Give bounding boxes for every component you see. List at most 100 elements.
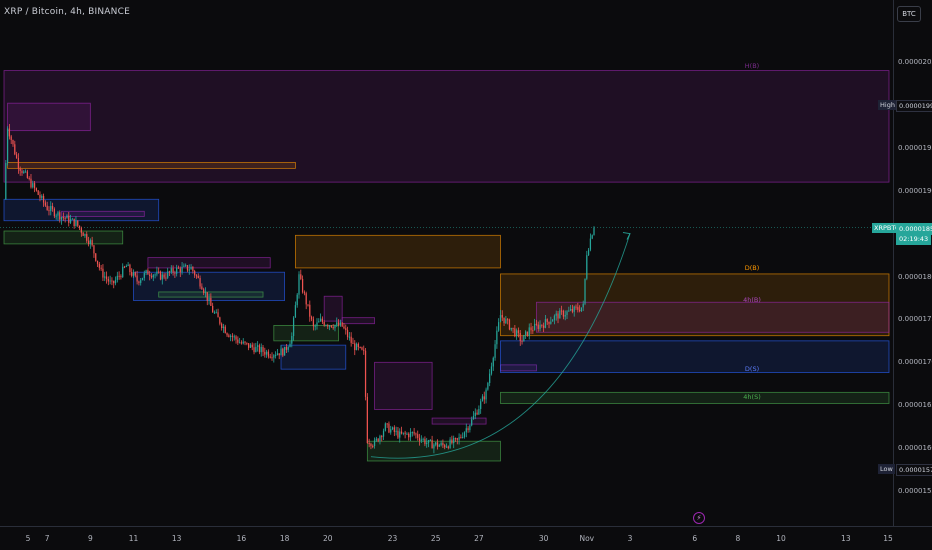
candle-body [537,324,539,329]
candle-body [140,280,142,283]
candle-body [523,335,525,342]
projection-arrow [370,233,631,459]
zone-blue-mid2-13 [280,344,347,370]
zone-magenta-mid2-10 [323,295,343,322]
candle-body [145,270,147,273]
candle-body [125,265,127,268]
candle-body [337,322,340,326]
candle-body [577,307,579,310]
candle-body [37,190,39,195]
x-tick-label: 5 [25,534,31,543]
candle-body [276,353,279,355]
candle-body [465,428,467,433]
candle-body [143,272,145,278]
candle-body [278,353,280,356]
candle-body [274,354,277,356]
candle-body [233,336,235,338]
candle-body [181,266,183,273]
zone-d-b--17 [500,273,890,337]
candle-body [69,219,72,223]
candle-body [251,344,253,348]
candle-body [562,310,565,317]
candle-body [228,335,230,337]
candle-body [555,313,557,316]
currency-button[interactable]: BTC [897,6,921,22]
candle-body [303,292,306,294]
candle-body [231,335,234,337]
candle-body [408,433,410,438]
candle-body [557,313,559,319]
candle-body [298,274,300,295]
candle-body [82,232,84,236]
candle-body [390,429,392,433]
candle-body [283,346,286,356]
candle-body [359,346,361,348]
candle-body [296,294,298,306]
symbol-label: XRPBTC [872,223,902,233]
candle-body [551,320,554,322]
candle-body [481,396,484,402]
candle-body [480,401,482,409]
candle-body [59,212,61,220]
candle-body [294,305,297,318]
candle-body [131,272,133,276]
candle-body [350,336,352,343]
y-tick-label: 0.00001550 [898,487,932,495]
candle-body [472,415,475,420]
candle-body [560,310,563,312]
candle-body [194,271,196,276]
candle-body [559,310,561,319]
candle-body [210,297,212,306]
y-tick-label: 0.00001650 [898,401,932,410]
chart-title: XRP / Bitcoin, 4h, BINANCE [4,7,130,17]
candle-body [591,235,593,239]
candle-body [427,440,430,443]
candle-body [377,438,379,442]
candle-body [246,342,248,344]
candle-body [339,322,342,326]
candle-body [316,322,318,326]
candle-body [575,306,577,308]
candle-body [532,330,534,332]
candle-body [314,325,316,327]
x-tick-label: 30 [538,534,549,543]
candle-body [498,322,500,331]
x-tick-label: 18 [279,534,290,543]
candle-body [494,344,496,358]
candle-body [264,351,266,355]
candle-body [393,427,395,432]
candle-body [397,430,399,438]
event-icon[interactable]: ⚡ [693,512,705,524]
candle-body [307,304,309,306]
candle-body [510,327,512,330]
candle-body [334,324,336,329]
candle-body [84,234,86,236]
candle-body [395,430,397,432]
candle-body [190,266,192,270]
candle-body [332,327,334,329]
candle-body [517,330,520,334]
price-axis-divider [893,0,894,526]
candle-body [98,263,100,268]
candle-body [548,321,550,324]
x-tick-label: Nov [579,534,595,543]
candle-body [449,439,451,448]
candle-body [73,218,75,227]
candle-body [68,215,70,223]
candle-body [361,347,363,350]
candle-body [273,355,275,358]
candle-body [507,319,509,321]
candle-body [546,319,548,322]
candle-body [292,317,295,337]
candle-body [249,344,252,348]
candle-body [269,356,271,358]
candle-body [134,272,136,276]
candle-body [174,272,176,274]
candle-body [168,271,171,273]
candle-body [530,327,532,331]
candle-body [149,274,151,276]
candle-body [462,436,464,438]
candle-body [71,218,73,220]
candle-body [476,412,478,415]
